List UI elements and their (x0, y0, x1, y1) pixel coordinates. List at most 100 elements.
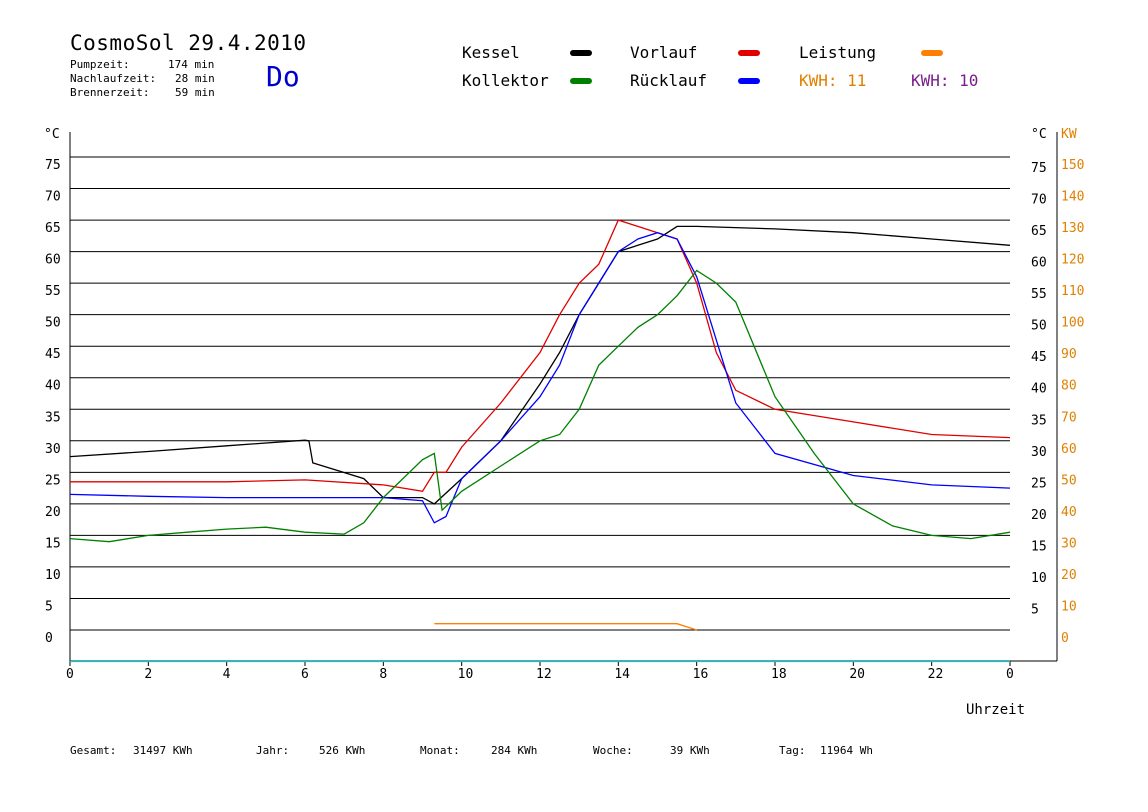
y-tick-left-15: 15 (45, 536, 61, 551)
x-tick-8: 16 (693, 667, 709, 682)
y-tick-power-70: 70 (1061, 410, 1077, 425)
series-kessel (69, 225, 1011, 505)
x-tick-1: 2 (144, 667, 152, 682)
x-tick-9: 18 (771, 667, 787, 682)
y-tick-left-0: 0 (45, 631, 53, 646)
footer-monat-label: Monat: (420, 744, 460, 757)
y-axis-left-ticks: 0 5 10 15 20 25 30 35 40 45 50 55 60 65 70 75 (45, 158, 61, 646)
y-tick-left-60: 60 (45, 253, 61, 268)
y-tick-power-150: 150 (1061, 158, 1084, 173)
y-tick-right-45: 45 (1031, 350, 1047, 365)
footer-tag-label: Tag: (779, 744, 806, 757)
series-lines (69, 219, 1011, 663)
y-tick-right-75: 75 (1031, 161, 1047, 176)
footer-woche-value: 39 KWh (670, 744, 710, 757)
axes (69, 132, 1058, 662)
y-tick-power-90: 90 (1061, 347, 1077, 362)
series-leistung (434, 623, 697, 631)
chart-title: CosmoSol 29.4.2010 (70, 31, 307, 55)
x-tick-10: 20 (849, 667, 865, 682)
y-tick-power-10: 10 (1061, 599, 1077, 614)
y-tick-left-70: 70 (45, 190, 61, 205)
footer-gesamt-value: 31497 KWh (133, 744, 193, 757)
y-tick-right-50: 50 (1031, 319, 1047, 334)
legend-kessel-swatch (570, 50, 592, 56)
y-tick-left-50: 50 (45, 316, 61, 331)
y-tick-left-35: 35 (45, 410, 61, 425)
legend-kollektor-swatch (570, 78, 592, 84)
footer-monat-value: 284 KWh (491, 744, 538, 757)
y-tick-right-40: 40 (1031, 382, 1047, 397)
x-tick-4: 8 (379, 667, 387, 682)
y-tick-power-0: 0 (1061, 631, 1069, 646)
x-tick-0: 0 (66, 667, 74, 682)
legend-kessel-label: Kessel (462, 43, 520, 62)
y-axis-power-unit: KW (1061, 127, 1077, 142)
y-tick-right-65: 65 (1031, 224, 1047, 239)
legend-leistung-label: Leistung (799, 43, 877, 62)
y-tick-right-25: 25 (1031, 476, 1047, 491)
y-tick-right-5: 5 (1031, 602, 1039, 617)
stat-brennerzeit-value: 59 min (175, 86, 215, 99)
y-tick-right-35: 35 (1031, 413, 1047, 428)
y-tick-power-60: 60 (1061, 442, 1077, 457)
footer-jahr-label: Jahr: (256, 744, 290, 757)
y-tick-right-70: 70 (1031, 193, 1047, 208)
y-tick-power-120: 120 (1061, 253, 1084, 268)
x-tick-2: 4 (223, 667, 231, 682)
y-tick-left-45: 45 (45, 347, 61, 362)
grid-lines (70, 156, 1010, 631)
y-tick-power-140: 140 (1061, 190, 1084, 205)
y-tick-left-10: 10 (45, 568, 61, 583)
y-tick-right-10: 10 (1031, 571, 1047, 586)
legend-ruecklauf-swatch (738, 78, 760, 84)
footer-tag-value: 11964 Wh (820, 744, 873, 757)
y-tick-right-30: 30 (1031, 445, 1047, 460)
series-kollektor (69, 269, 1011, 543)
stat-pumpzeit-label: Pumpzeit: (70, 58, 130, 71)
y-tick-power-80: 80 (1061, 379, 1077, 394)
y-tick-power-110: 110 (1061, 284, 1084, 299)
y-tick-left-55: 55 (45, 284, 61, 299)
y-tick-right-20: 20 (1031, 508, 1047, 523)
x-axis-ticks: 0 2 4 6 8 10 12 14 16 18 20 22 0 (66, 661, 1014, 682)
stat-nachlaufzeit-label: Nachlaufzeit: (70, 72, 157, 85)
y-tick-left-5: 5 (45, 599, 53, 614)
footer-jahr-value: 526 KWh (319, 744, 366, 757)
y-tick-power-50: 50 (1061, 473, 1077, 488)
x-tick-12: 0 (1006, 667, 1014, 682)
y-tick-power-20: 20 (1061, 568, 1077, 583)
y-tick-power-100: 100 (1061, 316, 1084, 331)
y-tick-power-30: 30 (1061, 536, 1077, 551)
y-tick-left-40: 40 (45, 379, 61, 394)
legend-leistung-swatch (921, 50, 943, 56)
x-tick-3: 6 (301, 667, 309, 682)
x-tick-7: 14 (614, 667, 630, 682)
x-tick-11: 22 (928, 667, 944, 682)
legend-vorlauf-label: Vorlauf (630, 43, 698, 62)
stat-nachlaufzeit-value: 28 min (175, 72, 215, 85)
stat-brennerzeit-label: Brennerzeit: (70, 86, 150, 99)
y-tick-left-30: 30 (45, 442, 61, 457)
y-tick-left-65: 65 (45, 221, 61, 236)
series-vorlauf (70, 219, 1011, 493)
legend-ruecklauf-label: Rücklauf (630, 71, 708, 90)
kwh-leistung: KWH: 11 (799, 71, 867, 90)
weekday-label: Do (266, 60, 300, 93)
x-axis-label: Uhrzeit (966, 702, 1025, 718)
y-tick-power-40: 40 (1061, 505, 1077, 520)
y-tick-left-75: 75 (45, 158, 61, 173)
y-axis-power-ticks: 0 10 20 30 40 50 60 70 80 90 100 110 120 130 140 150 (1061, 158, 1084, 646)
y-tick-right-55: 55 (1031, 287, 1047, 302)
x-tick-6: 12 (536, 667, 552, 682)
legend-vorlauf-swatch (738, 50, 760, 56)
y-axis-right-ticks: 5 10 15 20 25 30 35 40 45 50 55 60 65 70 75 (1031, 161, 1047, 617)
kwh-secondary: KWH: 10 (911, 71, 979, 90)
y-tick-left-25: 25 (45, 473, 61, 488)
footer-gesamt-label: Gesamt: (70, 744, 117, 757)
stat-pumpzeit-value: 174 min (168, 58, 215, 71)
y-tick-right-60: 60 (1031, 256, 1047, 271)
legend-kollektor-label: Kollektor (462, 71, 549, 90)
y-tick-right-15: 15 (1031, 539, 1047, 554)
